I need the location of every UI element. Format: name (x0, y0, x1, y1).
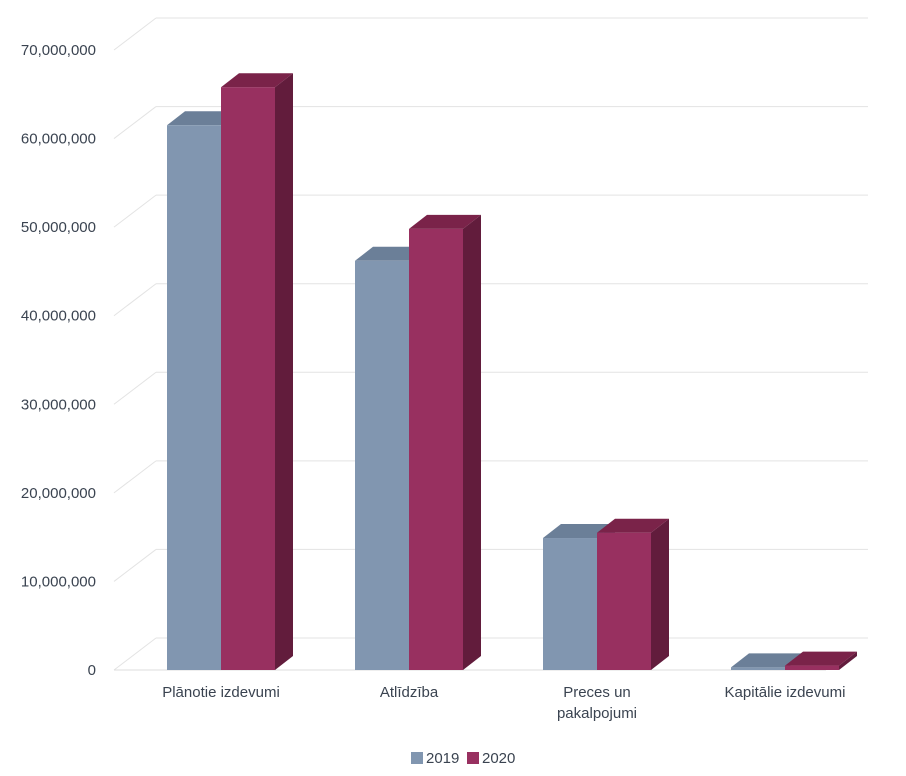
x-category-label: Atlīdzība (380, 684, 439, 701)
bar (409, 214, 481, 670)
y-tick-label: 60,000,000 (21, 131, 96, 148)
bar-front (167, 125, 221, 671)
gridline-diagonal (113, 460, 157, 494)
bar-side (651, 518, 669, 670)
legend-label: 2020 (482, 750, 515, 767)
y-tick-label: 50,000,000 (21, 219, 96, 236)
gridline-diagonal (113, 194, 157, 228)
bar-side (275, 73, 293, 670)
bar-top (409, 214, 481, 229)
x-category-label: Kapitālie izdevumi (725, 684, 846, 701)
bar-front (409, 228, 463, 670)
gridline-diagonal (113, 283, 157, 317)
bar (221, 73, 293, 670)
bar-front (221, 87, 275, 670)
gridline-diagonal (113, 17, 157, 51)
y-tick-label: 10,000,000 (21, 573, 96, 590)
bar-front (543, 538, 597, 670)
legend-item: 2020 (467, 750, 515, 767)
bar-top (731, 653, 803, 668)
bar-front (355, 260, 409, 670)
bar-front (597, 532, 651, 670)
legend-swatch (411, 752, 423, 764)
y-tick-label: 0 (88, 662, 96, 679)
gridline-diagonal (113, 106, 157, 139)
x-axis-categories: Plānotie izdevumi Atlīdzība Preces un pakal… (162, 684, 845, 722)
y-tick-label: 20,000,000 (21, 485, 96, 502)
gridline-diagonal (113, 549, 157, 582)
legend: 2019 2020 (411, 750, 515, 767)
bar-top (785, 651, 857, 666)
bar-side (839, 651, 857, 670)
legend-item: 2019 (411, 750, 459, 767)
bar-front (785, 665, 839, 670)
gridline-diagonal (113, 371, 157, 405)
gridline-diagonal (113, 637, 157, 671)
bar-front (731, 667, 785, 670)
y-tick-label: 30,000,000 (21, 396, 96, 413)
legend-swatch (467, 752, 479, 764)
y-tick-label: 70,000,000 (21, 42, 96, 59)
legend-label: 2019 (426, 750, 459, 767)
x-category-label: Preces un pakalpojumi (557, 684, 637, 722)
y-tick-label: 40,000,000 (21, 308, 96, 325)
bar-top (221, 73, 293, 88)
bars (167, 73, 857, 671)
bar (597, 518, 669, 670)
bar-side (463, 214, 481, 670)
y-axis-ticks: 0 10,000,000 20,000,000 30,000,000 40,000,00… (21, 42, 96, 679)
bar-top (597, 518, 669, 533)
x-category-label: Plānotie izdevumi (162, 684, 280, 701)
bar (785, 651, 857, 670)
